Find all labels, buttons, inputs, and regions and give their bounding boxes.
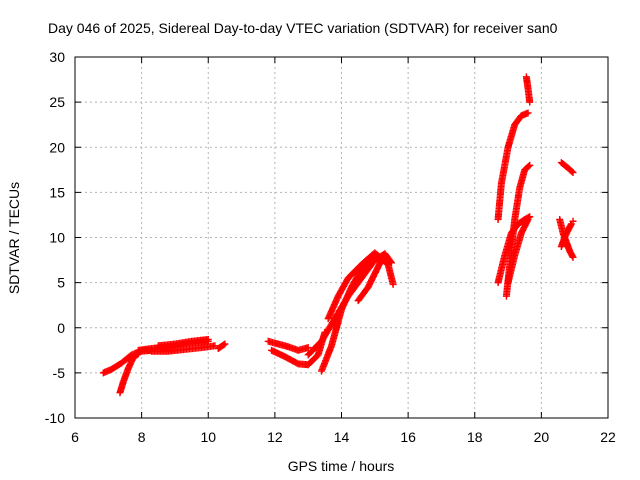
data-points [99,73,577,397]
data-point [389,280,397,288]
x-tick-label: 8 [138,429,146,445]
x-axis-label: GPS time / hours [288,458,395,474]
y-tick-label: 20 [49,139,65,155]
y-tick-label: 5 [57,275,65,291]
tick-labels: 6 8 10 12 14 16 18 20 22 -10 -5 0 5 10 15 20 25 30 [45,49,616,445]
x-tick-label: 20 [534,429,550,445]
grid-lines [75,57,608,418]
y-tick-label: 0 [57,320,65,336]
x-tick-label: 10 [200,429,216,445]
data-point [133,351,141,359]
data-point [568,168,576,176]
data-point [204,335,212,343]
axis-ticks [74,56,609,419]
data-point [525,162,533,170]
data-point [569,217,577,225]
data-point [220,341,228,349]
data-point [526,161,534,169]
y-axis-label: SDTVAR / TECUs [6,182,22,294]
y-tick-label: -5 [53,365,66,381]
data-point [569,253,577,261]
x-tick-label: 12 [267,429,283,445]
x-tick-label: 6 [71,429,79,445]
data-point [524,215,532,223]
data-point [377,256,385,264]
y-tick-label: -10 [45,410,65,426]
y-tick-label: 30 [49,49,65,65]
x-tick-label: 22 [600,429,616,445]
x-tick-label: 14 [334,429,350,445]
data-point [304,344,312,352]
y-tick-label: 10 [49,230,65,246]
x-tick-label: 18 [467,429,483,445]
y-tick-label: 15 [49,184,65,200]
data-point [524,109,532,117]
data-point [221,340,229,348]
data-point [526,98,534,106]
chart-title: Day 046 of 2025, Sidereal Day-to-day VTE… [48,20,558,36]
y-tick-label: 25 [49,94,65,110]
x-tick-label: 16 [400,429,416,445]
data-point [569,169,577,177]
